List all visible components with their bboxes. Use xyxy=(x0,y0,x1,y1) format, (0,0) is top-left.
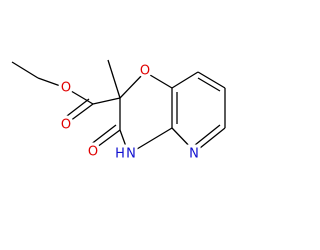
bond xyxy=(197,71,226,89)
atom-label: O xyxy=(61,118,71,133)
bond xyxy=(62,98,90,120)
bond xyxy=(131,127,173,153)
atom-label: N xyxy=(126,147,136,162)
bond xyxy=(11,61,39,79)
bond xyxy=(144,71,173,89)
bond xyxy=(65,103,94,125)
bond xyxy=(119,71,146,99)
atom-label: O xyxy=(88,145,98,160)
bond xyxy=(65,87,94,105)
bonds xyxy=(11,59,226,153)
bond xyxy=(171,127,196,153)
bond xyxy=(119,129,129,153)
atom-label: O xyxy=(140,64,150,79)
bond xyxy=(107,59,121,99)
bond xyxy=(194,124,221,146)
bond xyxy=(92,129,121,151)
structure: O O O O H N N xyxy=(11,59,226,162)
bond xyxy=(89,124,117,146)
bond xyxy=(37,77,67,89)
bond xyxy=(92,97,121,105)
bond xyxy=(197,77,221,92)
atom-label: H xyxy=(115,147,125,162)
bond xyxy=(171,71,199,89)
bond xyxy=(194,127,226,153)
atom-label: N xyxy=(189,147,199,162)
atom-label: O xyxy=(61,81,71,96)
